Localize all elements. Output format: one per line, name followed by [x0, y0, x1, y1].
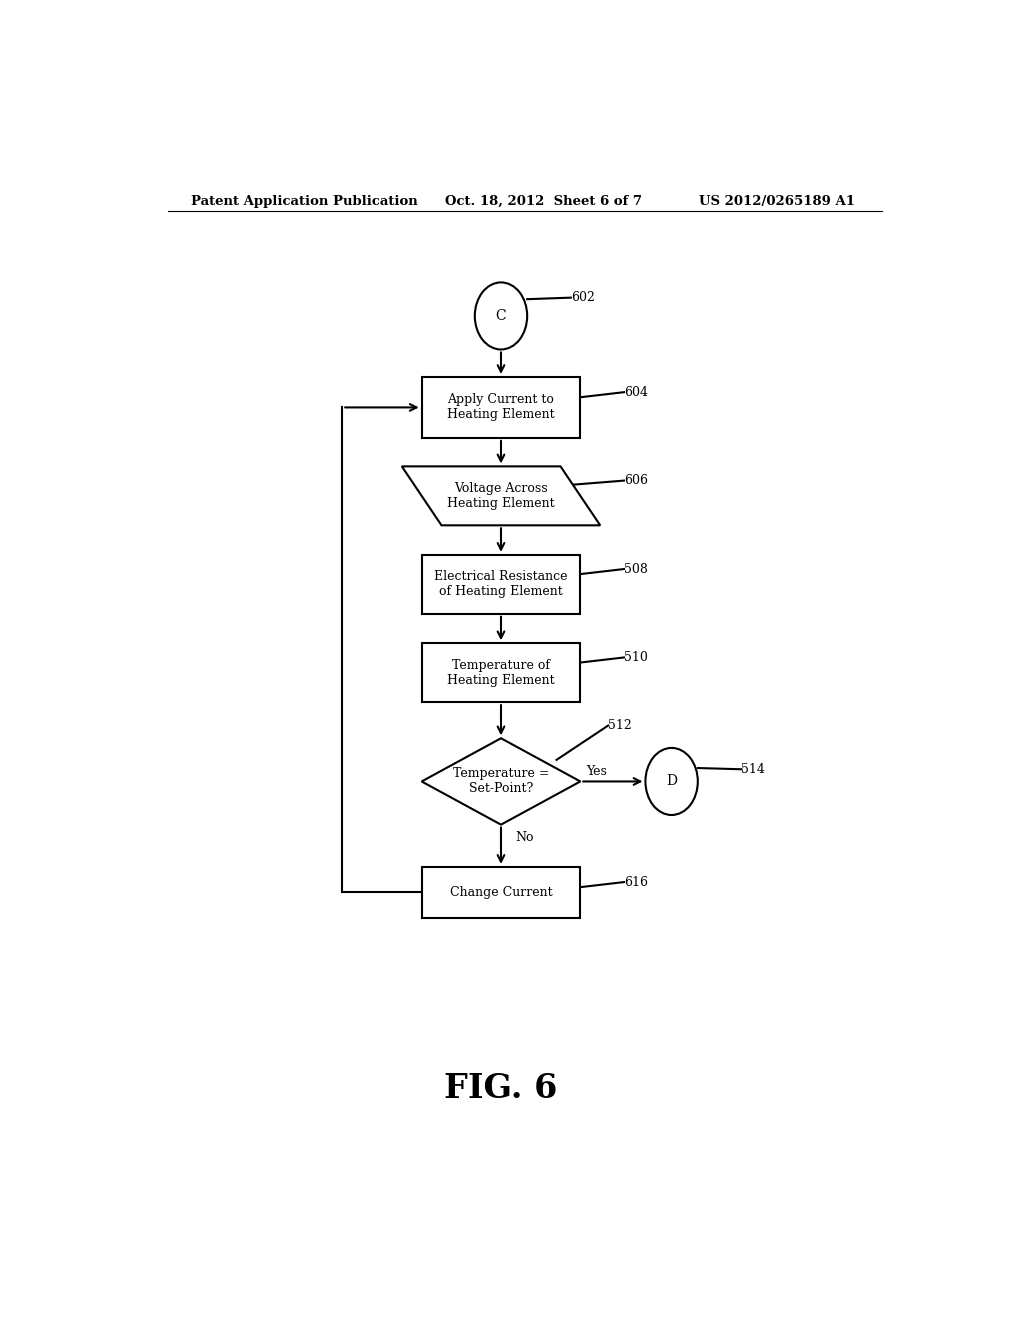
Circle shape — [475, 282, 527, 350]
Text: Electrical Resistance
of Heating Element: Electrical Resistance of Heating Element — [434, 570, 567, 598]
Bar — [422, 643, 581, 702]
Text: FIG. 6: FIG. 6 — [444, 1072, 558, 1105]
Polygon shape — [401, 466, 600, 525]
Bar — [422, 554, 581, 614]
Text: Temperature =
Set-Point?: Temperature = Set-Point? — [453, 767, 549, 796]
Text: 606: 606 — [624, 474, 648, 487]
Text: US 2012/0265189 A1: US 2012/0265189 A1 — [699, 194, 855, 207]
Text: C: C — [496, 309, 506, 323]
Text: No: No — [515, 832, 534, 843]
Text: 508: 508 — [624, 562, 648, 576]
Bar — [422, 867, 581, 917]
Text: Patent Application Publication: Patent Application Publication — [191, 194, 418, 207]
Text: Oct. 18, 2012  Sheet 6 of 7: Oct. 18, 2012 Sheet 6 of 7 — [445, 194, 642, 207]
Bar — [422, 378, 581, 438]
Text: 510: 510 — [624, 651, 648, 664]
Text: Apply Current to
Heating Element: Apply Current to Heating Element — [447, 393, 555, 421]
Polygon shape — [422, 738, 581, 825]
Text: D: D — [667, 775, 677, 788]
Text: 604: 604 — [624, 385, 648, 399]
Text: Temperature of
Heating Element: Temperature of Heating Element — [447, 659, 555, 686]
Text: Yes: Yes — [587, 764, 607, 777]
Text: 616: 616 — [624, 875, 648, 888]
Text: 602: 602 — [570, 292, 595, 304]
Circle shape — [645, 748, 697, 814]
Text: 512: 512 — [608, 719, 632, 733]
Text: Change Current: Change Current — [450, 886, 552, 899]
Text: Voltage Across
Heating Element: Voltage Across Heating Element — [447, 482, 555, 510]
Text: 514: 514 — [741, 763, 765, 776]
